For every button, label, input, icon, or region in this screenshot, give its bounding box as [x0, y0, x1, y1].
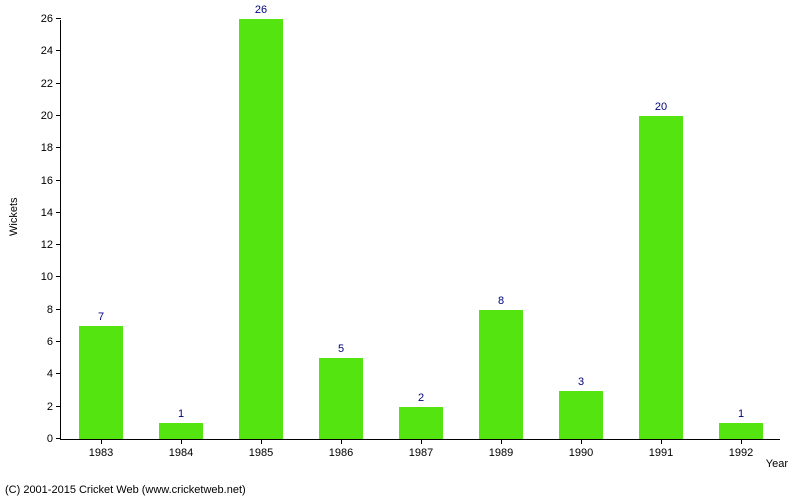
y-tick-label: 20	[41, 110, 53, 122]
x-tick	[581, 439, 582, 444]
y-tick-label: 12	[41, 239, 53, 251]
bar: 5	[319, 358, 363, 439]
bar-value-label: 20	[655, 101, 667, 113]
x-tick	[341, 439, 342, 444]
y-tick	[56, 18, 61, 19]
bar: 20	[639, 116, 683, 439]
y-tick	[56, 180, 61, 181]
y-tick-label: 22	[41, 78, 53, 90]
bar-value-label: 26	[255, 4, 267, 16]
x-tick-label: 1987	[409, 447, 433, 459]
y-tick	[56, 147, 61, 148]
y-tick	[56, 276, 61, 277]
y-tick	[56, 212, 61, 213]
y-tick	[56, 244, 61, 245]
bar-value-label: 8	[498, 295, 504, 307]
x-tick	[421, 439, 422, 444]
y-tick	[56, 341, 61, 342]
bar-value-label: 7	[98, 311, 104, 323]
copyright-footer: (C) 2001-2015 Cricket Web (www.cricketwe…	[5, 484, 246, 496]
bar-value-label: 1	[738, 408, 744, 420]
x-tick-label: 1985	[249, 447, 273, 459]
x-tick-label: 1989	[489, 447, 513, 459]
y-tick-label: 8	[47, 304, 53, 316]
y-tick	[56, 83, 61, 84]
x-tick-label: 1984	[169, 447, 193, 459]
bar: 1	[159, 423, 203, 439]
y-tick	[56, 373, 61, 374]
bar-value-label: 5	[338, 343, 344, 355]
y-tick	[56, 309, 61, 310]
y-tick-label: 2	[47, 401, 53, 413]
x-tick	[101, 439, 102, 444]
x-tick-label: 1986	[329, 447, 353, 459]
y-tick-label: 10	[41, 271, 53, 283]
chart-container: 0246810121416182022242619837198411985261…	[0, 0, 800, 480]
bar-value-label: 3	[578, 376, 584, 388]
y-tick	[56, 115, 61, 116]
x-tick	[741, 439, 742, 444]
bar-value-label: 2	[418, 392, 424, 404]
y-tick-label: 0	[47, 433, 53, 445]
x-tick-label: 1992	[729, 447, 753, 459]
bar: 26	[239, 19, 283, 439]
bar: 8	[479, 310, 523, 439]
x-tick-label: 1990	[569, 447, 593, 459]
y-tick-label: 6	[47, 336, 53, 348]
x-tick-label: 1991	[649, 447, 673, 459]
y-tick-label: 16	[41, 175, 53, 187]
bar: 7	[79, 326, 123, 439]
y-tick	[56, 50, 61, 51]
bar: 1	[719, 423, 763, 439]
x-tick-label: 1983	[89, 447, 113, 459]
y-tick-label: 26	[41, 13, 53, 25]
y-tick-label: 4	[47, 368, 53, 380]
bar-value-label: 1	[178, 408, 184, 420]
x-axis-label: Year	[766, 458, 788, 470]
y-tick-label: 24	[41, 45, 53, 57]
x-tick	[661, 439, 662, 444]
x-tick	[501, 439, 502, 444]
y-tick	[56, 406, 61, 407]
y-tick	[56, 438, 61, 439]
bar: 2	[399, 407, 443, 439]
y-tick-label: 14	[41, 207, 53, 219]
plot-area: 0246810121416182022242619837198411985261…	[60, 20, 780, 440]
y-tick-label: 18	[41, 142, 53, 154]
y-axis-label: Wickets	[8, 198, 20, 237]
x-tick	[261, 439, 262, 444]
bar: 3	[559, 391, 603, 439]
x-tick	[181, 439, 182, 444]
